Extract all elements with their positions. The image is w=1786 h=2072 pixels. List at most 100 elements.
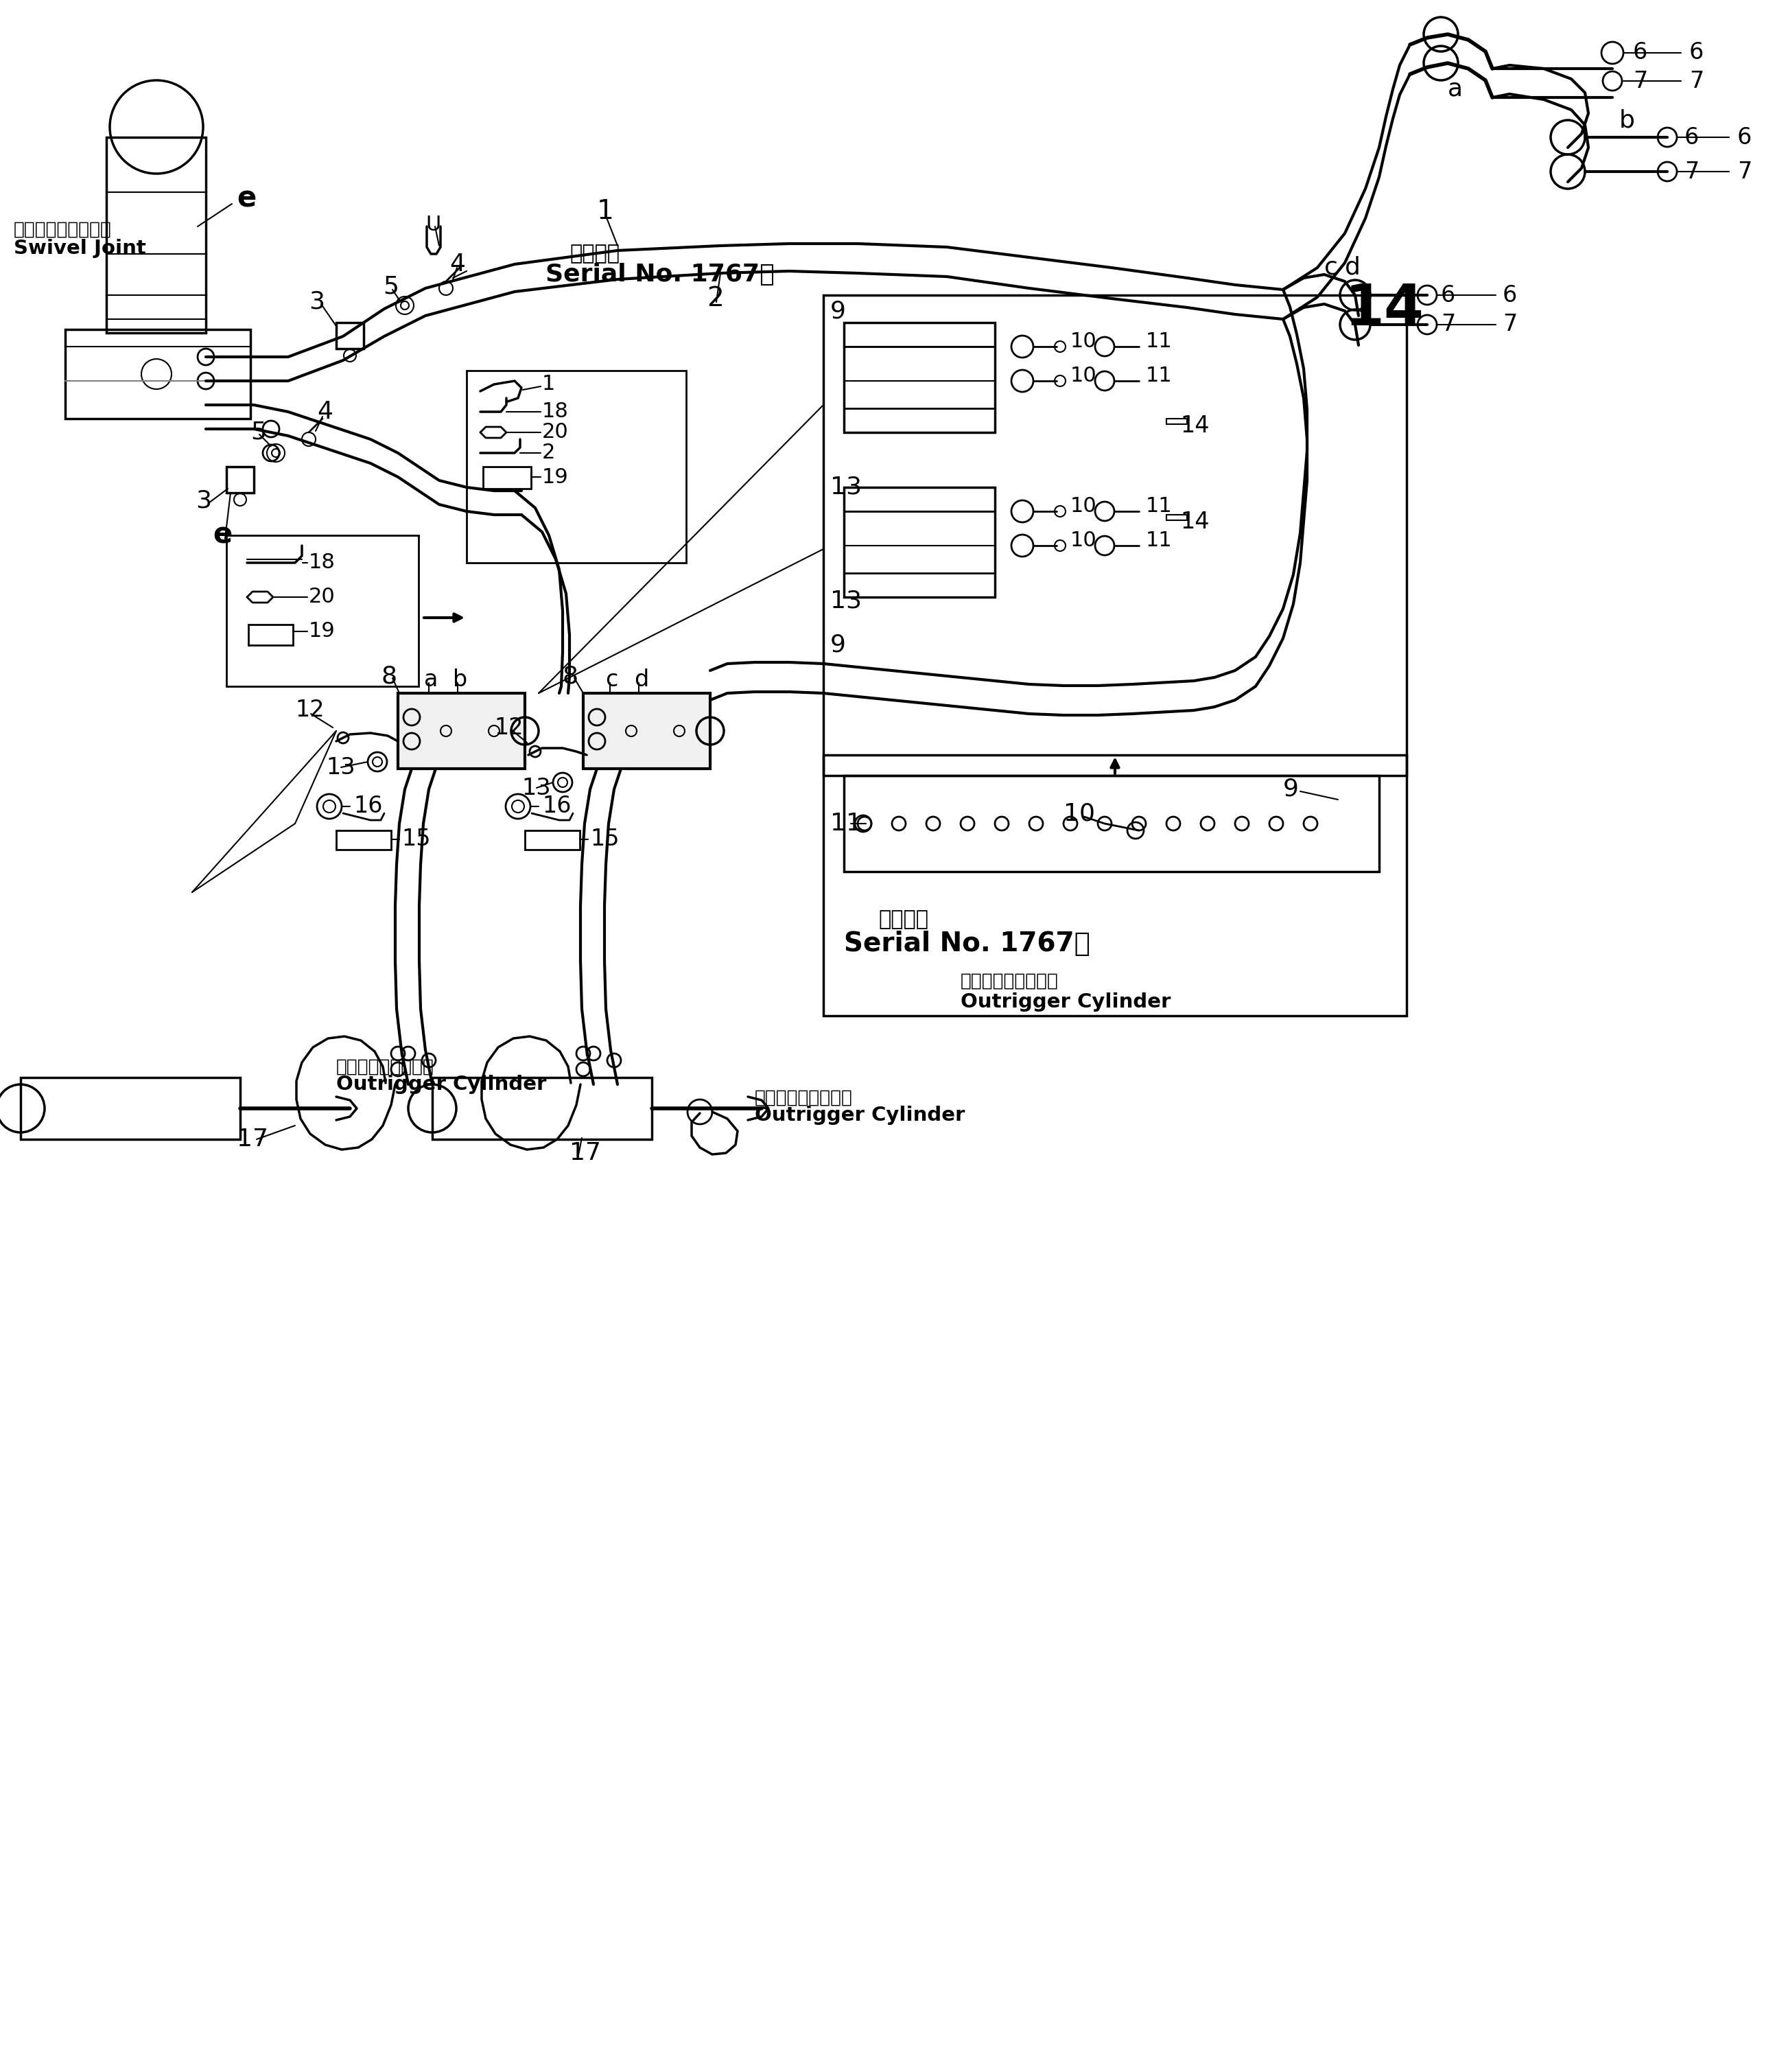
- Text: 4: 4: [316, 400, 332, 423]
- Text: アウトリガシリンダ: アウトリガシリンダ: [961, 972, 1059, 990]
- Bar: [1166, 514, 1188, 520]
- Text: 5: 5: [250, 421, 266, 443]
- Text: Swivel Joint: Swivel Joint: [14, 238, 146, 259]
- Bar: [227, 535, 418, 686]
- Text: Outrigger Cylinder: Outrigger Cylinder: [755, 1106, 964, 1125]
- Text: 4: 4: [450, 253, 464, 276]
- Text: 2: 2: [541, 443, 555, 462]
- Bar: [823, 294, 1407, 775]
- Text: 6: 6: [1738, 126, 1752, 149]
- Text: 7: 7: [1690, 70, 1704, 93]
- Text: c: c: [605, 667, 618, 690]
- Bar: [845, 323, 995, 346]
- Bar: [466, 371, 686, 564]
- Text: 13: 13: [830, 477, 863, 499]
- Text: 1: 1: [597, 199, 614, 224]
- Text: 8: 8: [563, 665, 579, 688]
- Text: 17: 17: [238, 1127, 268, 1150]
- Text: b: b: [454, 667, 468, 690]
- Text: 10: 10: [1070, 530, 1097, 549]
- Text: 9: 9: [830, 634, 847, 657]
- Text: 7: 7: [1441, 313, 1456, 336]
- Bar: [845, 408, 995, 433]
- Text: 14: 14: [1181, 414, 1209, 437]
- Text: 20: 20: [541, 423, 568, 441]
- Text: 20: 20: [309, 586, 336, 607]
- Bar: [248, 624, 293, 644]
- Text: 7: 7: [1632, 70, 1647, 93]
- Text: Serial No. 1767～: Serial No. 1767～: [845, 930, 1089, 957]
- Text: Serial No. 1767～: Serial No. 1767～: [545, 263, 775, 286]
- Bar: [823, 754, 1407, 1015]
- Text: e: e: [213, 520, 232, 549]
- Bar: [845, 775, 1379, 872]
- Text: 11: 11: [1147, 495, 1172, 516]
- Text: 1: 1: [541, 375, 555, 394]
- Bar: [845, 487, 995, 512]
- Text: d: d: [634, 667, 648, 690]
- Text: 3: 3: [195, 489, 211, 512]
- Bar: [432, 1077, 652, 1140]
- Text: 16: 16: [354, 796, 382, 818]
- Text: 9: 9: [1282, 777, 1298, 802]
- Text: 18: 18: [541, 402, 568, 423]
- Text: 6: 6: [1502, 284, 1518, 307]
- Text: 適用号機: 適用号機: [879, 910, 929, 930]
- Text: 16: 16: [541, 796, 572, 818]
- Text: 適用号機: 適用号機: [570, 244, 620, 263]
- Text: 13: 13: [522, 777, 550, 800]
- Text: 7: 7: [1738, 160, 1752, 182]
- Text: a: a: [423, 667, 438, 690]
- Text: a: a: [1448, 77, 1463, 102]
- Text: 15: 15: [402, 829, 430, 852]
- Bar: [845, 323, 995, 433]
- Text: U: U: [425, 215, 441, 234]
- Text: アウトリガシリンダ: アウトリガシリンダ: [336, 1059, 434, 1075]
- Bar: [845, 487, 995, 597]
- Text: c: c: [1323, 257, 1338, 280]
- Text: 5: 5: [382, 276, 398, 298]
- Bar: [107, 137, 205, 334]
- Text: 12: 12: [495, 717, 523, 740]
- Text: Outrigger Cylinder: Outrigger Cylinder: [336, 1075, 547, 1094]
- Text: 6: 6: [1684, 126, 1698, 149]
- Text: 11: 11: [1147, 365, 1172, 385]
- Text: 7: 7: [1684, 160, 1698, 182]
- Text: 6: 6: [1632, 41, 1647, 64]
- Text: d: d: [1345, 257, 1361, 280]
- Bar: [398, 694, 525, 769]
- Text: e: e: [238, 184, 255, 213]
- Text: b: b: [1620, 108, 1634, 133]
- Text: 14: 14: [1345, 282, 1425, 336]
- Text: Outrigger Cylinder: Outrigger Cylinder: [961, 992, 1172, 1011]
- Text: 11: 11: [830, 812, 863, 835]
- Text: 3: 3: [309, 290, 325, 313]
- Text: 15: 15: [589, 829, 620, 852]
- Bar: [21, 1077, 239, 1140]
- Bar: [64, 329, 250, 419]
- Text: 13: 13: [325, 756, 355, 779]
- Text: 10: 10: [1063, 802, 1095, 825]
- Text: 6: 6: [1690, 41, 1704, 64]
- Text: 9: 9: [830, 298, 847, 323]
- Bar: [1166, 419, 1188, 425]
- Text: 17: 17: [570, 1142, 602, 1164]
- Text: 10: 10: [1070, 495, 1097, 516]
- Bar: [845, 574, 995, 597]
- Text: スイベルジョイント: スイベルジョイント: [14, 222, 113, 238]
- Text: 13: 13: [830, 588, 863, 611]
- Bar: [336, 323, 364, 348]
- Text: 7: 7: [1502, 313, 1518, 336]
- Text: 11: 11: [1147, 332, 1172, 350]
- Text: 6: 6: [1441, 284, 1456, 307]
- Bar: [584, 694, 711, 769]
- Text: 10: 10: [1070, 332, 1097, 350]
- Bar: [336, 831, 391, 850]
- Text: 2: 2: [707, 286, 723, 311]
- Text: 8: 8: [380, 665, 396, 688]
- Bar: [227, 466, 254, 493]
- Text: 14: 14: [1181, 510, 1209, 533]
- Text: 12: 12: [295, 698, 325, 721]
- Text: 19: 19: [541, 466, 568, 487]
- Bar: [525, 831, 580, 850]
